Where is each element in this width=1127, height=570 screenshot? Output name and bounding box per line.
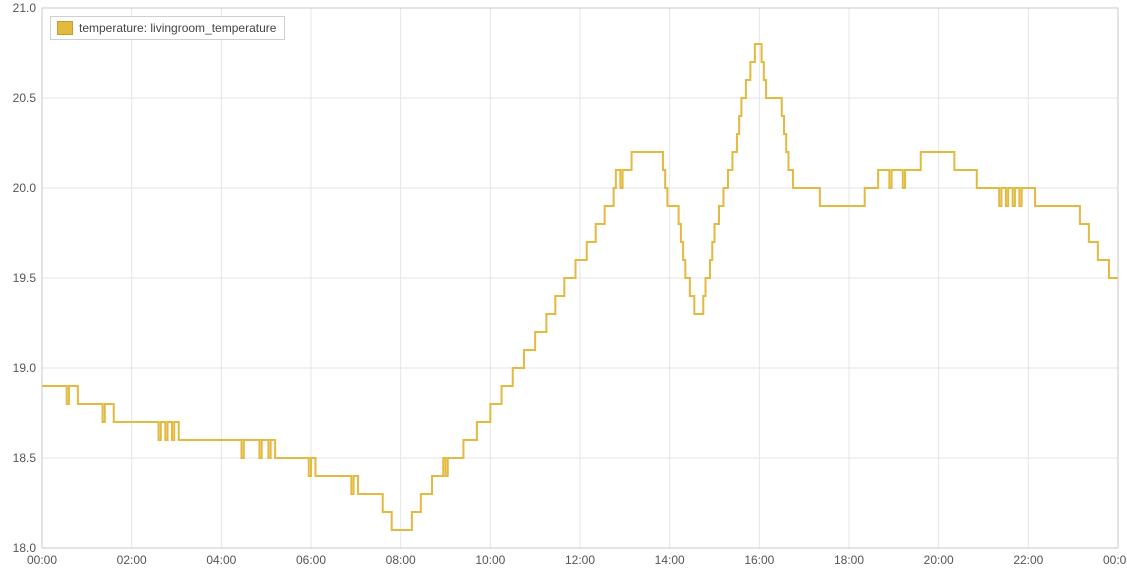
svg-text:21.0: 21.0 [13,1,37,15]
svg-text:06:00: 06:00 [296,553,326,567]
svg-text:19.5: 19.5 [13,271,37,285]
legend-label: temperature: livingroom_temperature [79,21,276,35]
legend: temperature: livingroom_temperature [50,16,285,40]
svg-text:19.0: 19.0 [13,361,37,375]
svg-text:14:00: 14:00 [655,553,685,567]
svg-text:20:00: 20:00 [924,553,954,567]
chart-container: 00:00 02:00 04:00 06:00 08:00 10:00 12:00 14:00… [0,0,1127,570]
svg-text:10:00: 10:00 [475,553,505,567]
svg-text:20.5: 20.5 [13,91,37,105]
svg-text:04:00: 04:00 [206,553,236,567]
svg-text:00:00: 00:00 [27,553,57,567]
svg-text:12:00: 12:00 [565,553,595,567]
chart-svg: 00:00 02:00 04:00 06:00 08:00 10:00 12:00 14:00… [0,0,1127,570]
svg-text:18:00: 18:00 [834,553,864,567]
svg-text:16:00: 16:00 [744,553,774,567]
svg-text:18.5: 18.5 [13,451,37,465]
legend-swatch [57,21,73,35]
svg-text:02:00: 02:00 [117,553,147,567]
svg-text:20.0: 20.0 [13,181,37,195]
svg-text:00:00: 00:00 [1103,553,1127,567]
svg-text:08:00: 08:00 [386,553,416,567]
svg-text:18.0: 18.0 [13,541,37,555]
svg-text:22:00: 22:00 [1013,553,1043,567]
